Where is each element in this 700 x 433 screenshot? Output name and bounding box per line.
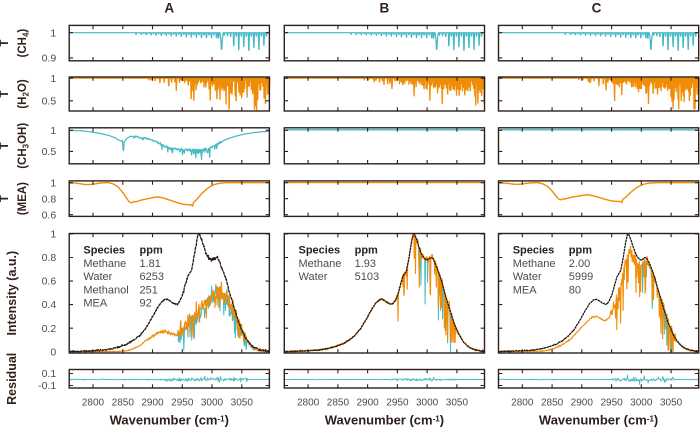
svg-text:3000: 3000 bbox=[201, 398, 224, 409]
svg-text:B: B bbox=[380, 0, 390, 15]
svg-text:1: 1 bbox=[50, 27, 56, 39]
svg-text:Wavenumber (cm-1): Wavenumber (cm-1) bbox=[325, 413, 444, 428]
svg-text:2850: 2850 bbox=[327, 398, 350, 409]
svg-text:Methane: Methane bbox=[83, 258, 126, 270]
svg-text:2950: 2950 bbox=[171, 398, 194, 409]
svg-text:2900: 2900 bbox=[141, 398, 164, 409]
svg-text:Methane: Methane bbox=[513, 258, 556, 270]
svg-text:(H2O): (H2O) bbox=[17, 79, 30, 109]
svg-text:0: 0 bbox=[50, 346, 56, 358]
svg-text:2850: 2850 bbox=[112, 398, 135, 409]
svg-text:6253: 6253 bbox=[140, 271, 164, 283]
svg-text:(MEA): (MEA) bbox=[17, 182, 29, 215]
svg-text:Methanol: Methanol bbox=[83, 284, 128, 296]
svg-text:Residual: Residual bbox=[5, 353, 19, 405]
svg-text:Methane: Methane bbox=[299, 258, 342, 270]
svg-text:0.6: 0.6 bbox=[42, 276, 57, 288]
svg-text:3000: 3000 bbox=[416, 398, 439, 409]
svg-text:(CH4): (CH4) bbox=[17, 29, 30, 58]
svg-text:0.8: 0.8 bbox=[42, 193, 57, 205]
svg-text:Wavenumber (cm-1): Wavenumber (cm-1) bbox=[110, 413, 229, 428]
svg-text:2950: 2950 bbox=[386, 398, 409, 409]
svg-text:2950: 2950 bbox=[600, 398, 623, 409]
svg-text:1: 1 bbox=[50, 73, 56, 85]
svg-text:T: T bbox=[0, 195, 11, 202]
svg-text:2900: 2900 bbox=[571, 398, 594, 409]
svg-text:5999: 5999 bbox=[569, 271, 593, 283]
svg-text:0.2: 0.2 bbox=[42, 323, 57, 335]
svg-text:2900: 2900 bbox=[356, 398, 379, 409]
svg-text:2850: 2850 bbox=[541, 398, 564, 409]
svg-text:-0.1: -0.1 bbox=[38, 380, 56, 392]
svg-text:ppm: ppm bbox=[569, 245, 592, 257]
svg-text:C: C bbox=[592, 0, 602, 15]
svg-text:0.9: 0.9 bbox=[42, 53, 57, 65]
svg-text:1: 1 bbox=[50, 177, 56, 189]
svg-text:Species: Species bbox=[299, 245, 341, 257]
svg-text:Water: Water bbox=[513, 271, 542, 283]
svg-text:1: 1 bbox=[50, 125, 56, 137]
svg-text:3000: 3000 bbox=[630, 398, 653, 409]
svg-text:1.81: 1.81 bbox=[140, 258, 161, 270]
svg-text:3050: 3050 bbox=[446, 398, 469, 409]
svg-text:0.1: 0.1 bbox=[42, 368, 57, 380]
svg-text:T: T bbox=[0, 90, 11, 97]
svg-text:Intensity (a.u.): Intensity (a.u.) bbox=[5, 251, 19, 336]
svg-text:Species: Species bbox=[513, 245, 555, 257]
svg-text:0.4: 0.4 bbox=[42, 299, 57, 311]
svg-text:2800: 2800 bbox=[511, 398, 534, 409]
svg-text:2800: 2800 bbox=[82, 398, 105, 409]
svg-text:A: A bbox=[164, 0, 174, 15]
svg-text:ppm: ppm bbox=[355, 245, 378, 257]
svg-text:1.93: 1.93 bbox=[355, 258, 376, 270]
svg-text:T: T bbox=[0, 40, 11, 47]
svg-text:Species: Species bbox=[83, 245, 125, 257]
svg-text:0.5: 0.5 bbox=[42, 95, 57, 107]
svg-text:1: 1 bbox=[50, 229, 56, 241]
svg-text:3050: 3050 bbox=[660, 398, 683, 409]
svg-text:(CH3OH): (CH3OH) bbox=[17, 123, 30, 169]
svg-text:ppm: ppm bbox=[140, 245, 163, 257]
svg-text:0.5: 0.5 bbox=[42, 146, 57, 158]
svg-text:Water: Water bbox=[299, 271, 328, 283]
svg-text:Water: Water bbox=[83, 271, 112, 283]
svg-text:T: T bbox=[0, 142, 11, 149]
svg-text:80: 80 bbox=[569, 284, 581, 296]
svg-text:2.00: 2.00 bbox=[569, 258, 590, 270]
svg-text:MEA: MEA bbox=[83, 298, 108, 310]
svg-text:251: 251 bbox=[140, 284, 158, 296]
svg-text:92: 92 bbox=[140, 298, 152, 310]
svg-text:Wavenumber (cm-1): Wavenumber (cm-1) bbox=[539, 413, 658, 428]
svg-text:0.8: 0.8 bbox=[42, 252, 57, 264]
svg-text:0.6: 0.6 bbox=[42, 209, 57, 221]
svg-text:5103: 5103 bbox=[355, 271, 379, 283]
svg-text:2800: 2800 bbox=[297, 398, 320, 409]
svg-text:MEA: MEA bbox=[513, 284, 538, 296]
svg-text:3050: 3050 bbox=[231, 398, 254, 409]
